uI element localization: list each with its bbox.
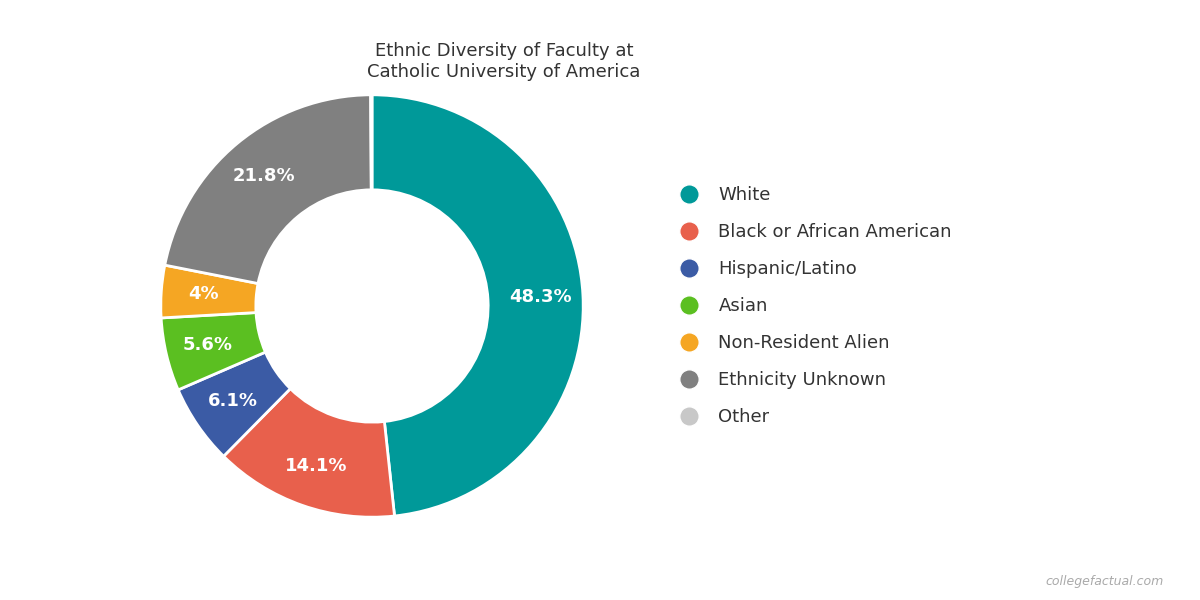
Text: 21.8%: 21.8%: [233, 167, 295, 185]
Text: 14.1%: 14.1%: [286, 457, 348, 475]
Wedge shape: [164, 95, 371, 284]
Wedge shape: [223, 389, 395, 517]
Text: Ethnic Diversity of Faculty at
Catholic University of America: Ethnic Diversity of Faculty at Catholic …: [367, 42, 641, 81]
Text: 5.6%: 5.6%: [182, 336, 233, 354]
Wedge shape: [161, 313, 265, 390]
Wedge shape: [178, 352, 290, 456]
Wedge shape: [371, 95, 372, 190]
Text: 6.1%: 6.1%: [208, 392, 258, 410]
Text: 4%: 4%: [188, 286, 218, 304]
Legend: White, Black or African American, Hispanic/Latino, Asian, Non-Resident Alien, Et: White, Black or African American, Hispan…: [672, 186, 952, 426]
Wedge shape: [372, 95, 583, 516]
Wedge shape: [161, 265, 258, 318]
Text: 48.3%: 48.3%: [510, 288, 572, 306]
Text: collegefactual.com: collegefactual.com: [1045, 575, 1164, 588]
